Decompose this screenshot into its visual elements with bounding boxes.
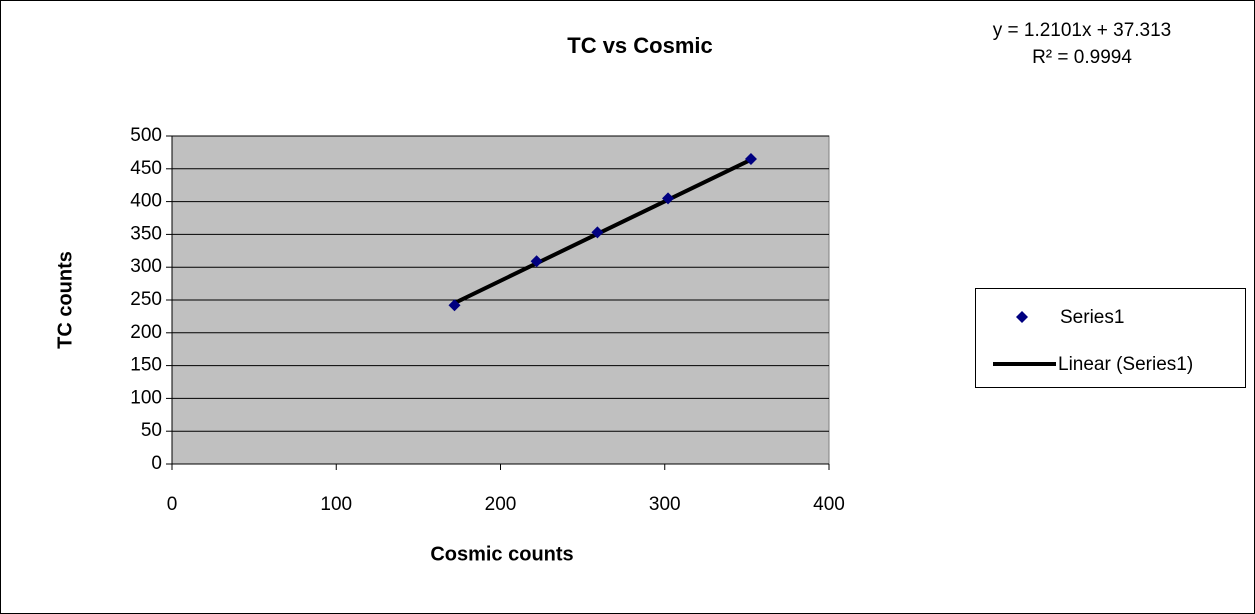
- x-axis-label: Cosmic counts: [430, 543, 573, 565]
- y-tick-label: 150: [130, 355, 162, 376]
- y-tick-label: 200: [130, 322, 162, 343]
- scatter-point: [744, 152, 757, 165]
- y-tick-label: 500: [130, 125, 162, 146]
- x-tick-label: 200: [485, 494, 517, 515]
- y-tick-label: 250: [130, 289, 162, 310]
- y-tick-label: 300: [130, 256, 162, 277]
- y-tick-label: 0: [151, 453, 162, 474]
- y-tick-label: 50: [141, 420, 162, 441]
- x-tick-label: 100: [320, 494, 352, 515]
- scatter-point: [591, 226, 604, 239]
- y-tick-label: 400: [130, 191, 162, 212]
- legend-marker: [1016, 311, 1028, 323]
- legend-box: [975, 288, 1246, 388]
- trendline: [453, 157, 752, 305]
- scatter-point: [662, 192, 675, 205]
- scatter-point: [448, 299, 461, 312]
- y-tick-label: 100: [130, 387, 162, 408]
- y-tick-label: 450: [130, 158, 162, 179]
- y-axis-label: TC counts: [54, 251, 76, 349]
- x-tick-label: 300: [649, 494, 681, 515]
- chart-title: TC vs Cosmic: [567, 33, 713, 58]
- x-tick-label: 400: [813, 494, 845, 515]
- legend-label: Linear (Series1): [1058, 354, 1193, 375]
- scatter-point: [530, 255, 543, 268]
- x-tick-label: 0: [167, 494, 178, 515]
- legend-label: Series1: [1060, 307, 1124, 328]
- trend-equation: y = 1.2101x + 37.313: [993, 20, 1172, 41]
- y-tick-label: 350: [130, 223, 162, 244]
- trend-r2: R² = 0.9994: [1032, 47, 1132, 68]
